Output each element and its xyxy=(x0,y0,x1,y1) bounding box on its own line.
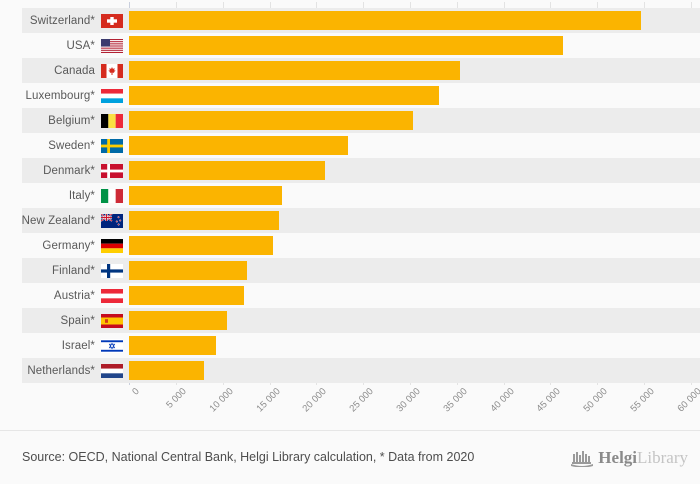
country-label: Finland* xyxy=(52,264,95,277)
chart-row[interactable]: Spain* xyxy=(0,308,700,333)
row-label-group[interactable]: Belgium* xyxy=(0,108,128,133)
row-label-group[interactable]: Germany* xyxy=(0,233,128,258)
chart-row[interactable]: Sweden* xyxy=(0,133,700,158)
country-label: Denmark* xyxy=(43,164,95,177)
country-label: Spain* xyxy=(60,314,95,327)
chart-row[interactable]: Denmark* xyxy=(0,158,700,183)
flag-luxembourg-icon xyxy=(101,88,123,103)
x-tick-label: 55 000 xyxy=(628,386,657,415)
value-bar[interactable] xyxy=(129,236,274,255)
value-bar[interactable] xyxy=(129,361,204,380)
row-label-group[interactable]: Finland* xyxy=(0,258,128,283)
flag-spain-icon xyxy=(101,313,123,328)
row-label-group[interactable]: Luxembourg* xyxy=(0,83,128,108)
chart-row[interactable]: Italy* xyxy=(0,183,700,208)
chart-row[interactable]: Belgium* xyxy=(0,108,700,133)
flag-germany-icon xyxy=(101,238,123,253)
chart-row[interactable]: Luxembourg* xyxy=(0,83,700,108)
row-label-group[interactable]: Sweden* xyxy=(0,133,128,158)
chart-row[interactable]: Finland* xyxy=(0,258,700,283)
chart-row[interactable]: Israel* xyxy=(0,333,700,358)
x-tick-label: 20 000 xyxy=(300,386,330,415)
chart-row[interactable]: New Zealand* xyxy=(0,208,700,233)
x-axis-ticks: 0 5 000 10 000 15 000 20 000 25 000 30 000 35 0… xyxy=(0,386,700,430)
helgi-library-logo-icon xyxy=(571,451,594,467)
value-bar[interactable] xyxy=(129,11,641,30)
bar-chart: Switzerland* USA* Canada Luxembourg* Belgium… xyxy=(0,2,700,430)
row-label-group[interactable]: Italy* xyxy=(0,183,128,208)
flag-new-zealand-icon xyxy=(101,213,123,228)
x-tick-label: 45 000 xyxy=(534,386,564,415)
flag-israel-icon xyxy=(101,338,123,353)
row-label-group[interactable]: Spain* xyxy=(0,308,128,333)
chart-row[interactable]: Canada xyxy=(0,58,700,83)
value-bar[interactable] xyxy=(129,336,217,355)
value-bar[interactable] xyxy=(129,36,564,55)
flag-austria-icon xyxy=(101,288,123,303)
value-bar[interactable] xyxy=(129,286,244,305)
helgi-library-logo[interactable]: HelgiLibrary xyxy=(571,447,688,469)
flag-netherlands-icon xyxy=(101,363,123,378)
country-label: Germany* xyxy=(42,239,95,252)
country-label: Italy* xyxy=(68,189,95,202)
chart-footer: Source: OECD, National Central Bank, Hel… xyxy=(0,430,700,484)
x-tick-label: 60 000 xyxy=(675,386,700,415)
logo-word-library: Library xyxy=(637,448,688,467)
row-label-group[interactable]: Israel* xyxy=(0,333,128,358)
flag-finland-icon xyxy=(101,263,123,278)
chart-row[interactable]: Switzerland* xyxy=(0,8,700,33)
country-label: USA* xyxy=(66,39,95,52)
flag-sweden-icon xyxy=(101,138,123,153)
x-tick-label: 50 000 xyxy=(581,386,610,415)
flag-usa-icon xyxy=(101,38,123,53)
row-label-group[interactable]: Netherlands* xyxy=(0,358,128,383)
x-tick-label: 40 000 xyxy=(488,386,517,415)
country-label: Canada xyxy=(54,64,95,77)
flag-denmark-icon xyxy=(101,163,123,178)
country-label: Luxembourg* xyxy=(25,89,95,102)
country-label: Netherlands* xyxy=(27,364,95,377)
row-label-group[interactable]: Switzerland* xyxy=(0,8,128,33)
value-bar[interactable] xyxy=(129,61,461,80)
x-tick-label: 5 000 xyxy=(164,386,189,411)
chart-row[interactable]: USA* xyxy=(0,33,700,58)
chart-row[interactable]: Austria* xyxy=(0,283,700,308)
value-bar[interactable] xyxy=(129,161,326,180)
x-tick-label: 15 000 xyxy=(254,386,283,415)
source-note: Source: OECD, National Central Bank, Hel… xyxy=(22,450,475,464)
flag-belgium-icon xyxy=(101,113,123,128)
flag-italy-icon xyxy=(101,188,123,203)
value-bar[interactable] xyxy=(129,111,414,130)
country-label: Belgium* xyxy=(48,114,95,127)
row-label-group[interactable]: Austria* xyxy=(0,283,128,308)
logo-wordmark: HelgiLibrary xyxy=(598,449,688,467)
value-bar[interactable] xyxy=(129,136,348,155)
logo-word-helgi: Helgi xyxy=(598,448,638,467)
x-tick-label: 35 000 xyxy=(441,386,470,415)
row-label-group[interactable]: New Zealand* xyxy=(0,208,128,233)
value-bar[interactable] xyxy=(129,261,247,280)
x-tick-label: 10 000 xyxy=(207,386,236,415)
value-bar[interactable] xyxy=(129,186,282,205)
chart-rows: Switzerland* USA* Canada Luxembourg* Belgium… xyxy=(0,8,700,383)
country-label: Austria* xyxy=(53,289,95,302)
chart-row[interactable]: Netherlands* xyxy=(0,358,700,383)
value-bar[interactable] xyxy=(129,311,227,330)
country-label: Sweden* xyxy=(48,139,95,152)
x-tick-label: 25 000 xyxy=(347,386,377,415)
flag-canada-icon xyxy=(101,63,123,78)
x-tick-label: 30 000 xyxy=(394,386,423,415)
row-label-group[interactable]: Denmark* xyxy=(0,158,128,183)
x-tick-label: 0 xyxy=(130,386,143,398)
row-label-group[interactable]: Canada xyxy=(0,58,128,83)
country-label: Switzerland* xyxy=(29,14,95,27)
row-label-group[interactable]: USA* xyxy=(0,33,128,58)
chart-row[interactable]: Germany* xyxy=(0,233,700,258)
country-label: Israel* xyxy=(61,339,95,352)
value-bar[interactable] xyxy=(129,86,439,105)
flag-switzerland-icon xyxy=(101,13,123,28)
value-bar[interactable] xyxy=(129,211,279,230)
country-label: New Zealand* xyxy=(21,214,95,227)
